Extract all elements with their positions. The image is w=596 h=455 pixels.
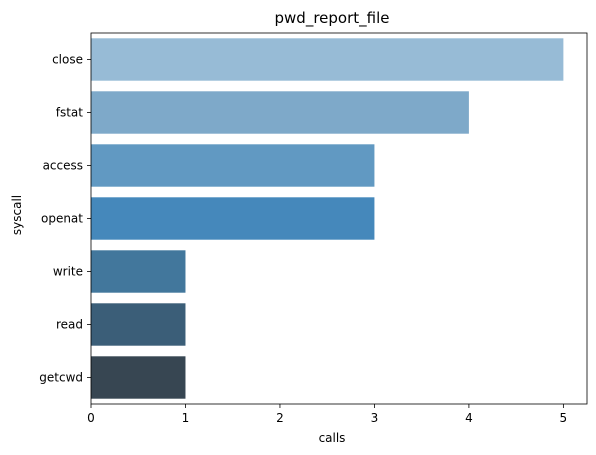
bar-write — [91, 250, 186, 293]
y-tick-label-write: write — [53, 265, 83, 279]
x-axis-label: calls — [319, 431, 346, 445]
bar-close — [91, 38, 564, 81]
y-tick-label-openat: openat — [41, 212, 83, 226]
bar-access — [91, 144, 375, 187]
y-axis-label: syscall — [10, 195, 24, 235]
bar-openat — [91, 197, 375, 240]
x-tick-label: 0 — [87, 411, 95, 425]
y-tick-label-fstat: fstat — [56, 106, 84, 120]
x-tick-label: 2 — [276, 411, 284, 425]
y-tick-label-access: access — [43, 159, 83, 173]
chart-title: pwd_report_file — [275, 9, 390, 28]
plot-frame — [90, 32, 588, 405]
x-tick-label: 1 — [182, 411, 190, 425]
bar-getcwd — [91, 356, 186, 399]
y-tick-label-getcwd: getcwd — [39, 371, 83, 385]
y-tick-label-close: close — [52, 53, 83, 67]
plot-area: close fstat access openat write read getcwd 0 1 2… — [39, 32, 588, 425]
bar-read — [91, 303, 186, 346]
y-tick-label-read: read — [56, 318, 83, 332]
x-tick-label: 3 — [371, 411, 379, 425]
x-tick-label: 4 — [465, 411, 473, 425]
x-tick-label: 5 — [560, 411, 568, 425]
bar-fstat — [91, 91, 469, 134]
